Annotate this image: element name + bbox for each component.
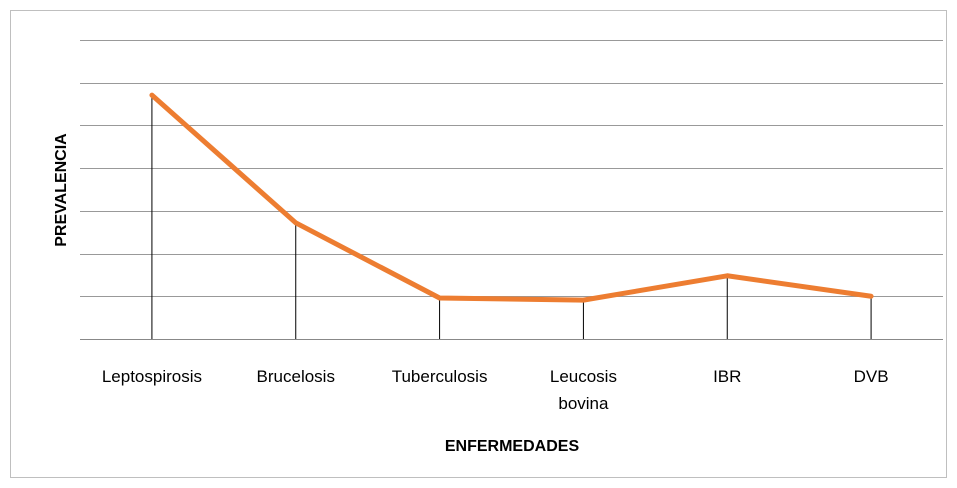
x-axis-title: ENFERMEDADES: [445, 438, 580, 455]
chart-border: [10, 10, 947, 478]
data-line: [149, 92, 874, 303]
x-tick-label: DVB: [854, 367, 889, 386]
y-axis-title: PREVALENCIA: [53, 133, 70, 247]
x-tick-label: Brucelosis: [257, 367, 335, 386]
x-tick-label: Leucosis bovina: [550, 367, 617, 413]
x-tick-label: IBR: [713, 367, 741, 386]
x-tick-label: Leptospirosis: [102, 367, 202, 386]
x-tick-label: Tuberculosis: [392, 367, 488, 386]
